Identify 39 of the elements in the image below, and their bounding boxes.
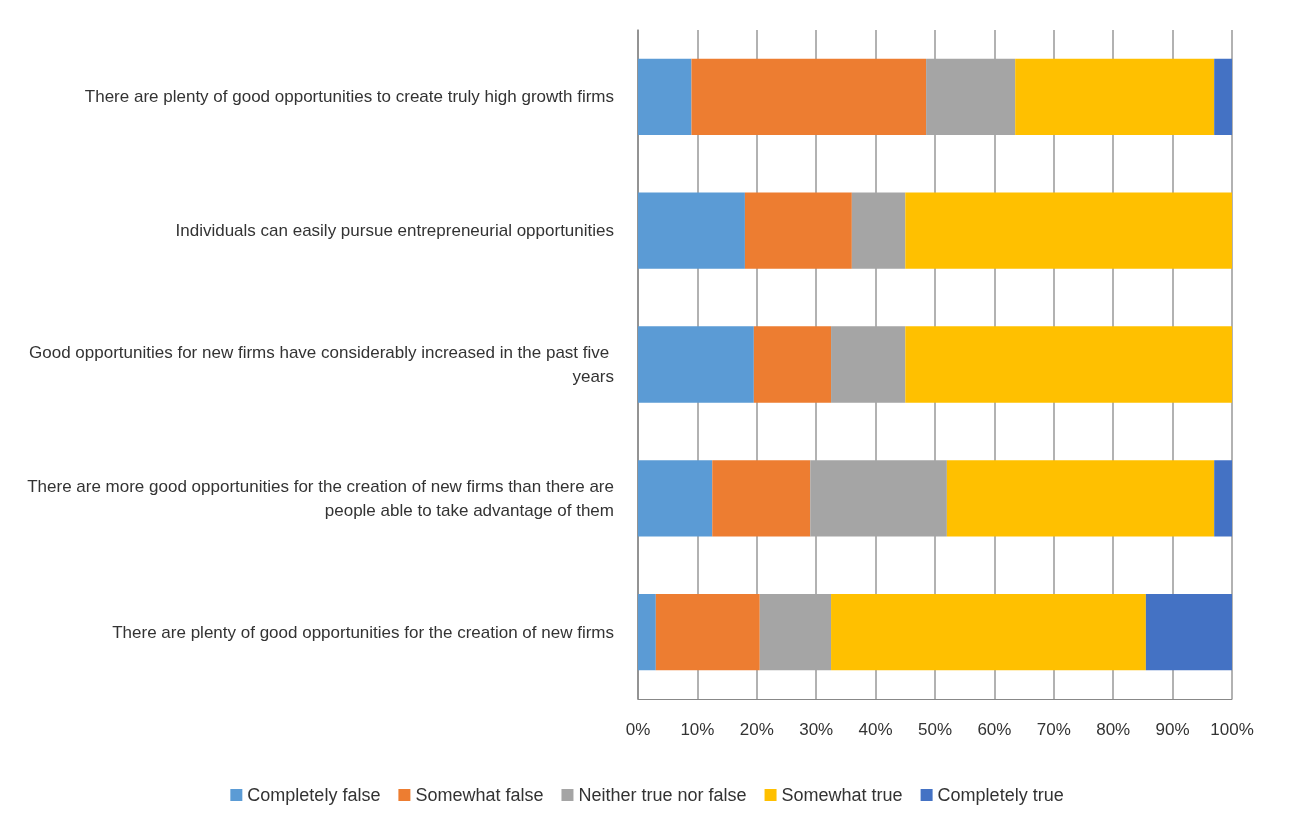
legend-label: Somewhat false [415,785,544,805]
bar [1214,460,1232,537]
x-tick-label: 40% [858,720,893,739]
x-tick-label: 20% [739,720,774,739]
x-tick-label: 50% [917,720,953,739]
x-tick-label: 10% [680,720,715,739]
bar [638,593,656,671]
bar [831,593,1146,671]
legend-label: Completely false [247,785,381,805]
bar [638,326,754,403]
legend-label: Neither true nor false [578,785,747,805]
x-tick-label: 100% [1210,720,1254,739]
x-tick-label: 0% [625,720,651,739]
legend-label: Completely true [937,785,1064,805]
x-tick-label: 90% [1155,720,1190,739]
bar [1214,58,1232,136]
bar [638,460,713,537]
bar [1015,58,1215,136]
y-tick-label: There are more good opportunities for the creation of new firms than there are people able to take advantage of them [27,476,614,520]
y-tick-label: There are plenty of good opportunities for the creation of new firms [112,622,614,642]
y-tick-label: Individuals can easily pursue entrepreneurial opportunities [175,221,614,241]
bar [946,460,1215,537]
y-tick-label: There are plenty of good opportunities to create truly high growth firms [84,87,614,107]
bar [712,460,811,537]
y-tick-label: Good opportunities for new firms have considerably increased in the past five years [29,343,614,386]
x-tick-label: 70% [1036,720,1071,739]
bar [691,58,927,136]
bar [753,326,832,403]
bar [1145,593,1232,671]
legend-label: Somewhat true [781,785,903,805]
bar [744,192,852,269]
bar [638,192,745,269]
x-tick-label: 30% [799,720,834,739]
x-tick-label: 80% [1096,720,1131,739]
x-tick-label: 60% [977,720,1012,739]
bar [638,58,692,136]
bar [655,593,760,671]
bar [905,326,1232,403]
bar [905,192,1232,269]
